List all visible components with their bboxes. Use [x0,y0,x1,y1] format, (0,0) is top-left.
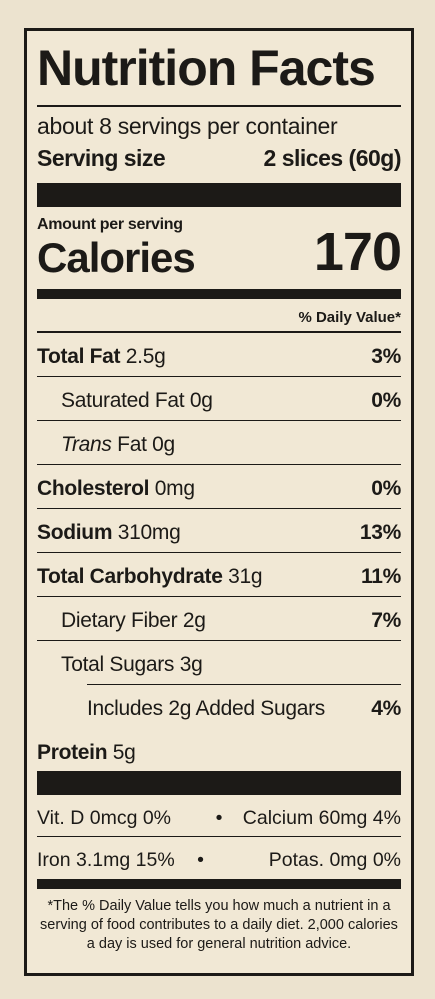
nutrient-amount: 310mg [117,521,181,544]
daily-value: 0% [371,477,401,500]
calories-value: 170 [313,222,402,282]
nutrient-row: Protein 5g [37,729,401,773]
nutrient-name: Protein 5g [37,741,136,765]
vitamin: Calcium 60mg 4% [242,807,401,829]
medium-bar [37,879,401,889]
nutrient-name: Total Fat 2.5g [37,345,166,369]
nutrient-row: Includes 2g Added Sugars 4% [37,685,401,729]
rule [37,419,401,421]
nutrient-label: Sodium [37,521,113,544]
rule [37,595,401,597]
rule [37,331,401,333]
nutrient-label: Total Fat [37,345,121,368]
nutrient-name-italic: Trans [61,433,112,456]
nutrient-name: Total Sugars 3g [61,653,203,677]
nutrient-amount: 0g [189,389,213,412]
separator: • [197,849,204,871]
nutrition-label: Nutrition Facts about 8 servings per con… [24,28,414,976]
nutrient-label: Total Carbohydrate [37,565,223,588]
thick-bar [37,183,401,207]
dv-header: % Daily Value* [298,309,401,326]
nutrient-label: Total Sugars [61,653,175,676]
nutrient-name: Trans Fat 0g [61,433,175,457]
nutrient-label: Fat [117,433,147,456]
nutrient-name: Total Carbohydrate 31g [37,565,263,589]
title: Nutrition Facts [37,40,376,96]
nutrient-amount: 3g [179,653,203,676]
nutrient-label: Saturated Fat [61,389,185,412]
nutrient-row: Sodium 310mg 13% [37,509,401,553]
rule [87,683,401,685]
thick-bar [37,771,401,795]
medium-bar [37,289,401,299]
daily-value: 4% [371,697,401,720]
rule [37,835,401,837]
footnote: *The % Daily Value tells you how much a … [40,898,398,952]
nutrient-row: Saturated Fat 0g 0% [37,377,401,421]
rule [37,507,401,509]
calories-label: Calories [37,234,196,281]
separator: • [215,807,223,829]
daily-value: 7% [371,609,401,632]
daily-value: 0% [371,389,401,412]
nutrient-row: Total Carbohydrate 31g 11% [37,553,401,597]
amount-per-serving: Amount per serving [37,216,183,233]
nutrient-row: Trans Fat 0g [37,421,401,465]
vitamin-row: Vit. D 0mcg 0% • Calcium 60mg 4% [37,795,401,837]
nutrient-row: Cholesterol 0mg 0% [37,465,401,509]
rule [37,639,401,641]
serving-size-label: Serving size [37,145,166,171]
rule [37,463,401,465]
nutrient-amount: 2.5g [125,345,166,368]
nutrient-name: Dietary Fiber 2g [61,609,206,633]
nutrient-amount: 0mg [154,477,195,500]
nutrient-amount: 5g [112,741,136,764]
nutrient-row: Total Fat 2.5g 3% [37,333,401,377]
nutrient-name: Sodium 310mg [37,521,181,545]
nutrient-label: Cholesterol [37,477,150,500]
rule [37,551,401,553]
nutrient-amount: 0g [152,433,175,456]
rule [37,105,401,107]
vitamin: Potas. 0mg 0% [268,849,401,871]
nutrient-name: Cholesterol 0mg [37,477,195,501]
serving-size-value: 2 slices (60g) [263,145,402,171]
daily-value: 13% [359,521,401,544]
daily-value: 3% [371,345,401,368]
nutrient-label: Dietary Fiber [61,609,178,632]
vitamin: Iron 3.1mg 15% [37,849,175,871]
daily-value: 11% [361,565,401,588]
nutrient-amount: 2g [182,609,206,632]
nutrient-label: Includes 2g Added Sugars [87,697,325,720]
nutrient-amount: 31g [228,565,263,588]
nutrient-label: Protein [37,741,108,764]
nutrient-row: Total Sugars 3g [37,641,401,685]
vitamin-row: Iron 3.1mg 15% • Potas. 0mg 0% [37,837,401,879]
servings: about 8 servings per container [37,113,338,139]
vitamin: Vit. D 0mcg 0% [37,807,172,829]
nutrient-name: Includes 2g Added Sugars [87,697,325,721]
nutrient-name: Saturated Fat 0g [61,389,213,413]
nutrient-row: Dietary Fiber 2g 7% [37,597,401,641]
rule [37,375,401,377]
